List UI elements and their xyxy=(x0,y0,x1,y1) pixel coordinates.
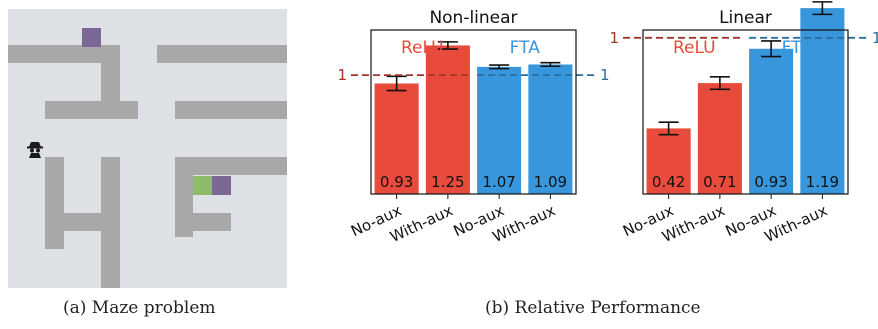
reference-line-label: 1 xyxy=(337,66,347,84)
group-label: ReLU xyxy=(673,38,716,58)
bar xyxy=(749,48,794,194)
data-label: 0.71 xyxy=(703,173,736,191)
charts-caption: (b) Relative Performance xyxy=(485,298,701,318)
start-cell xyxy=(193,176,212,195)
maze-wall xyxy=(101,63,120,103)
error-bar xyxy=(812,1,833,16)
data-label: 0.93 xyxy=(754,173,787,191)
error-bar xyxy=(437,41,458,50)
maze-wall xyxy=(175,213,231,231)
plot-frame xyxy=(642,29,849,195)
maze-image xyxy=(8,9,287,288)
group-label: FTA xyxy=(782,38,813,58)
error-bar xyxy=(658,121,679,136)
bar xyxy=(477,66,522,194)
bar xyxy=(646,128,691,194)
bar xyxy=(425,45,470,194)
data-label: 1.09 xyxy=(534,173,567,191)
chart-title: Linear xyxy=(719,8,772,28)
data-label: 1.07 xyxy=(482,173,515,191)
error-bar xyxy=(540,61,561,68)
group-label: FTA xyxy=(510,38,541,58)
maze-wall xyxy=(101,157,120,288)
maze-wall xyxy=(157,45,287,63)
maze-caption: (a) Maze problem xyxy=(63,298,216,318)
goal-cell-top xyxy=(82,28,101,47)
agent-icon xyxy=(27,142,43,158)
maze-wall xyxy=(45,101,138,119)
bar xyxy=(697,83,742,194)
error-bar xyxy=(489,64,510,70)
data-label: 0.93 xyxy=(380,173,413,191)
reference-line-label: 1 xyxy=(600,66,610,84)
error-bar xyxy=(709,76,730,91)
bar xyxy=(528,64,573,194)
bar xyxy=(800,8,845,195)
group-label: ReLU xyxy=(401,38,444,58)
error-bar xyxy=(761,40,782,58)
maze-wall xyxy=(175,101,287,119)
plot-frame xyxy=(370,29,577,195)
error-bar xyxy=(386,75,407,92)
bar xyxy=(374,83,419,194)
chart-title: Non-linear xyxy=(429,8,517,28)
data-label: 1.25 xyxy=(431,173,464,191)
data-label: 0.42 xyxy=(652,173,685,191)
reference-line-label: 1 xyxy=(872,29,878,47)
goal-cell-right xyxy=(212,176,231,195)
maze-wall xyxy=(8,45,120,63)
maze-wall xyxy=(175,157,287,175)
data-label: 1.19 xyxy=(806,173,839,191)
reference-line-label: 1 xyxy=(609,29,619,47)
